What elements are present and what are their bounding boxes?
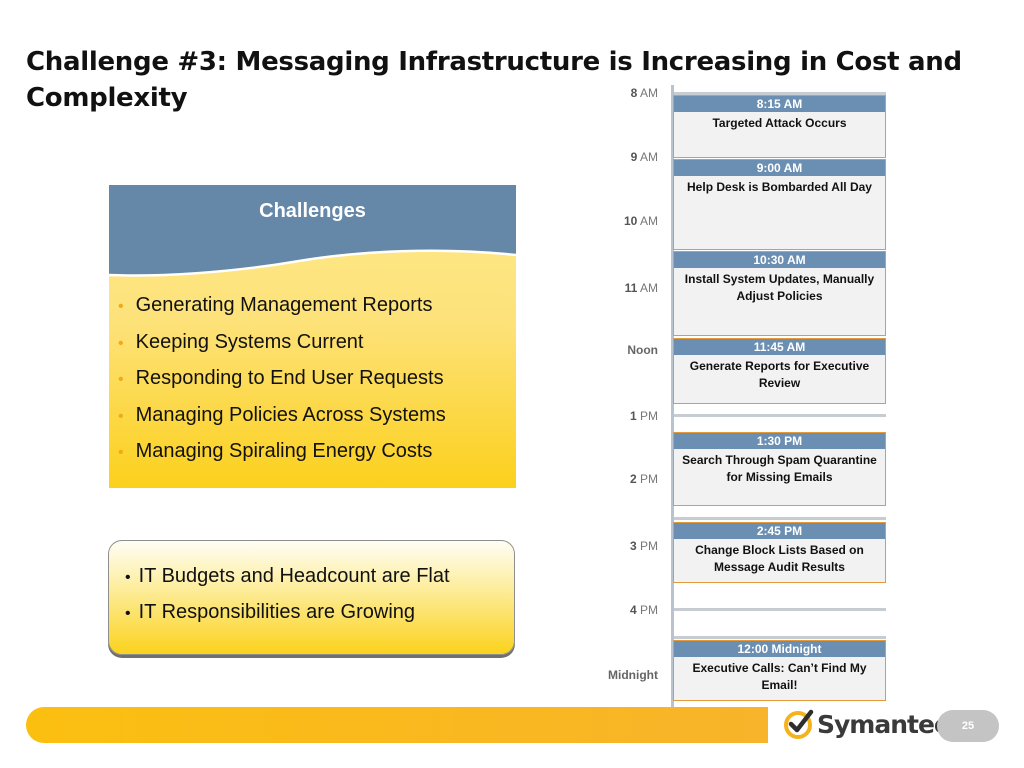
event-time: 9:00 AM (674, 160, 885, 176)
gridline (674, 608, 886, 611)
bullet-icon: • (125, 605, 131, 622)
challenges-list: • Generating Management Reports • Keeping … (118, 288, 513, 471)
timeline-event: 11:45 AM Generate Reports for Executive … (673, 338, 886, 404)
event-text: Install System Updates, Manually Adjust … (684, 272, 875, 303)
list-item: • IT Responsibilities are Growing (125, 601, 416, 623)
event-time: 8:15 AM (674, 96, 885, 112)
callout-box: • IT Budgets and Headcount are Flat • IT R… (108, 540, 515, 655)
hour-label: 4 PM (629, 603, 658, 617)
list-item: • IT Budgets and Headcount are Flat (125, 565, 450, 587)
timeline-event: 9:00 AM Help Desk is Bombarded All Day (673, 159, 886, 250)
timeline-event: 2:45 PM Change Block Lists Based on Mess… (673, 522, 886, 583)
check-icon (784, 709, 814, 739)
challenges-header-wave (109, 185, 516, 277)
event-time: 10:30 AM (674, 252, 885, 268)
event-text: Targeted Attack Occurs (712, 116, 847, 130)
list-item: • Managing Spiraling Energy Costs (118, 440, 433, 462)
list-item: • Managing Policies Across Systems (118, 403, 446, 426)
bullet-icon: • (118, 444, 124, 461)
gridline (674, 636, 886, 639)
hour-label: Noon (627, 343, 658, 357)
hour-label: 3 PM (629, 539, 658, 553)
list-item: • Generating Management Reports (118, 294, 433, 316)
bullet-icon: • (125, 569, 131, 586)
timeline-axis (671, 85, 674, 717)
event-text: Search Through Spam Quarantine for Missi… (682, 453, 877, 484)
event-text: Help Desk is Bombarded All Day (687, 180, 872, 194)
hour-label: 2 PM (629, 472, 658, 486)
hour-label: 10 AM (623, 214, 658, 228)
event-time: 11:45 AM (674, 339, 885, 355)
challenges-heading: Challenges (259, 200, 366, 222)
timeline-event: 1:30 PM Search Through Spam Quarantine f… (673, 432, 886, 506)
logo: Symantec. (817, 710, 953, 739)
timeline-event: 10:30 AM Install System Updates, Manuall… (673, 251, 886, 336)
bullet-icon: • (118, 407, 124, 425)
hour-label: 11 AM (624, 281, 658, 295)
slide-title: Challenge #3: Messaging Infrastructure i… (26, 47, 962, 113)
hour-label: 1 PM (629, 409, 658, 423)
bullet-icon: • (118, 371, 124, 388)
event-time: 2:45 PM (674, 523, 885, 539)
gridline (674, 414, 886, 417)
page-number: 25 (937, 710, 999, 742)
timeline-event: 8:15 AM Targeted Attack Occurs (673, 95, 886, 158)
event-text: Generate Reports for Executive Review (689, 359, 870, 390)
gridline (674, 517, 886, 520)
event-time: 1:30 PM (674, 433, 885, 449)
event-text: Change Block Lists Based on Message Audi… (695, 543, 864, 574)
hour-label: 8 AM (630, 86, 658, 100)
event-time: 12:00 Midnight (674, 641, 885, 657)
hour-label: 9 AM (630, 150, 658, 164)
list-item: • Keeping Systems Current (118, 330, 364, 353)
gridline (674, 92, 886, 95)
timeline-event: 12:00 Midnight Executive Calls: Can’t Fi… (673, 640, 886, 701)
event-text: Executive Calls: Can’t Find My Email! (692, 661, 867, 692)
list-item: • Responding to End User Requests (118, 367, 444, 389)
bullet-icon: • (118, 298, 124, 315)
bullet-icon: • (118, 334, 124, 352)
hour-label: Midnight (608, 668, 658, 682)
